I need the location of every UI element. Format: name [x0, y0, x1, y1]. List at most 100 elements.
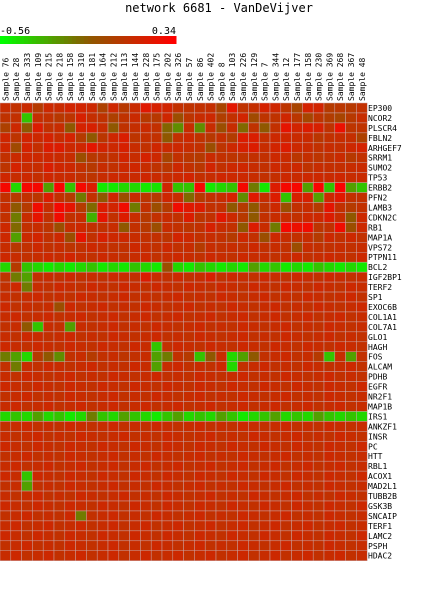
heatmap-cell	[129, 102, 141, 114]
heatmap-cell	[118, 172, 130, 183]
heatmap-cell	[53, 480, 66, 492]
heatmap-cell	[21, 460, 33, 472]
heatmap-cell	[204, 222, 217, 233]
heatmap-cell	[140, 500, 152, 512]
heatmap-cell	[204, 202, 217, 213]
heatmap-cell	[237, 242, 249, 253]
heatmap-cell	[269, 530, 282, 542]
heatmap-cell	[323, 301, 336, 313]
heatmap-cell	[161, 361, 174, 372]
scale-swatch	[92, 36, 97, 44]
heatmap-cell	[312, 182, 325, 193]
heatmap-cell	[291, 490, 303, 502]
heatmap-cell	[0, 361, 12, 372]
heatmap-cell	[334, 222, 346, 233]
heatmap-cell	[64, 281, 76, 293]
heatmap-cell	[323, 132, 336, 144]
row-label: VPS72	[368, 243, 392, 252]
heatmap-cell	[150, 122, 163, 134]
heatmap-cell	[291, 411, 303, 422]
heatmap-cell	[323, 321, 336, 333]
heatmap-cell	[21, 232, 33, 243]
heatmap-cell	[302, 500, 314, 512]
heatmap-cell	[248, 480, 260, 492]
heatmap-cell	[21, 510, 33, 522]
heatmap-cell	[345, 232, 357, 243]
heatmap-cell	[64, 381, 76, 392]
heatmap-cell	[42, 421, 55, 432]
heatmap-cell	[32, 142, 44, 154]
heatmap-cell	[356, 480, 368, 492]
heatmap-cell	[183, 421, 195, 432]
heatmap-cell	[291, 122, 303, 134]
heatmap-cell	[118, 252, 130, 263]
heatmap-cell	[258, 212, 271, 223]
heatmap-cell	[129, 401, 141, 412]
scale-swatch	[120, 36, 125, 44]
heatmap-cell	[226, 172, 238, 183]
row-label: MAP1A	[368, 233, 392, 242]
heatmap-cell	[215, 341, 228, 352]
heatmap-cell	[204, 252, 217, 263]
heatmap-cell	[107, 281, 120, 293]
heatmap-cell	[302, 182, 314, 193]
heatmap-cell	[302, 401, 314, 412]
heatmap-cell	[86, 490, 98, 502]
heatmap-cell	[161, 351, 174, 362]
heatmap-cell	[96, 182, 109, 193]
heatmap-cell	[129, 540, 141, 551]
heatmap-cell	[248, 102, 260, 114]
heatmap-cell	[107, 391, 120, 402]
heatmap-cell	[334, 361, 346, 372]
heatmap-cell	[280, 500, 292, 512]
heatmap-cell	[64, 540, 76, 551]
heatmap-cell	[118, 401, 130, 412]
heatmap-cell	[42, 500, 55, 512]
heatmap-cell	[32, 321, 44, 333]
heatmap-cell	[291, 530, 303, 542]
heatmap-cell	[204, 431, 217, 442]
scale-swatch	[96, 36, 101, 44]
heatmap-cell	[129, 291, 141, 303]
heatmap-cell	[118, 232, 130, 243]
heatmap-cell	[194, 222, 206, 233]
heatmap-cell	[356, 421, 368, 432]
heatmap-cell	[269, 271, 282, 283]
heatmap-cell	[215, 182, 228, 193]
heatmap-cell	[96, 242, 109, 253]
heatmap-cell	[150, 281, 163, 293]
heatmap-cell	[312, 540, 325, 551]
heatmap-cell	[172, 331, 184, 343]
heatmap-cell	[64, 451, 76, 462]
heatmap-cell	[161, 490, 174, 502]
heatmap-cell	[10, 152, 22, 163]
heatmap-cell	[258, 381, 271, 392]
heatmap-cell	[280, 182, 292, 193]
heatmap-cell	[237, 550, 249, 561]
heatmap-cell	[21, 182, 33, 193]
heatmap-cell	[150, 142, 163, 154]
heatmap-cell	[150, 421, 163, 432]
heatmap-cell	[183, 242, 195, 253]
heatmap-cell	[161, 451, 174, 462]
heatmap-cell	[118, 530, 130, 542]
heatmap-cell	[21, 451, 33, 462]
heatmap-cell	[356, 321, 368, 333]
heatmap-cell	[248, 311, 260, 323]
heatmap-cell	[183, 232, 195, 243]
heatmap-cell	[75, 550, 87, 561]
heatmap-cell	[345, 321, 357, 333]
heatmap-cell	[345, 341, 357, 352]
heatmap-cell	[140, 102, 152, 114]
heatmap-cell	[150, 351, 163, 362]
heatmap-cell	[118, 331, 130, 343]
heatmap-cell	[150, 500, 163, 512]
heatmap-cell	[323, 510, 336, 522]
heatmap-cell	[258, 341, 271, 352]
heatmap-cell	[345, 421, 357, 432]
heatmap-cell	[64, 212, 76, 223]
scale-swatch	[56, 36, 61, 44]
heatmap-cell	[258, 470, 271, 482]
heatmap-cell	[312, 460, 325, 472]
heatmap-cell	[280, 451, 292, 462]
